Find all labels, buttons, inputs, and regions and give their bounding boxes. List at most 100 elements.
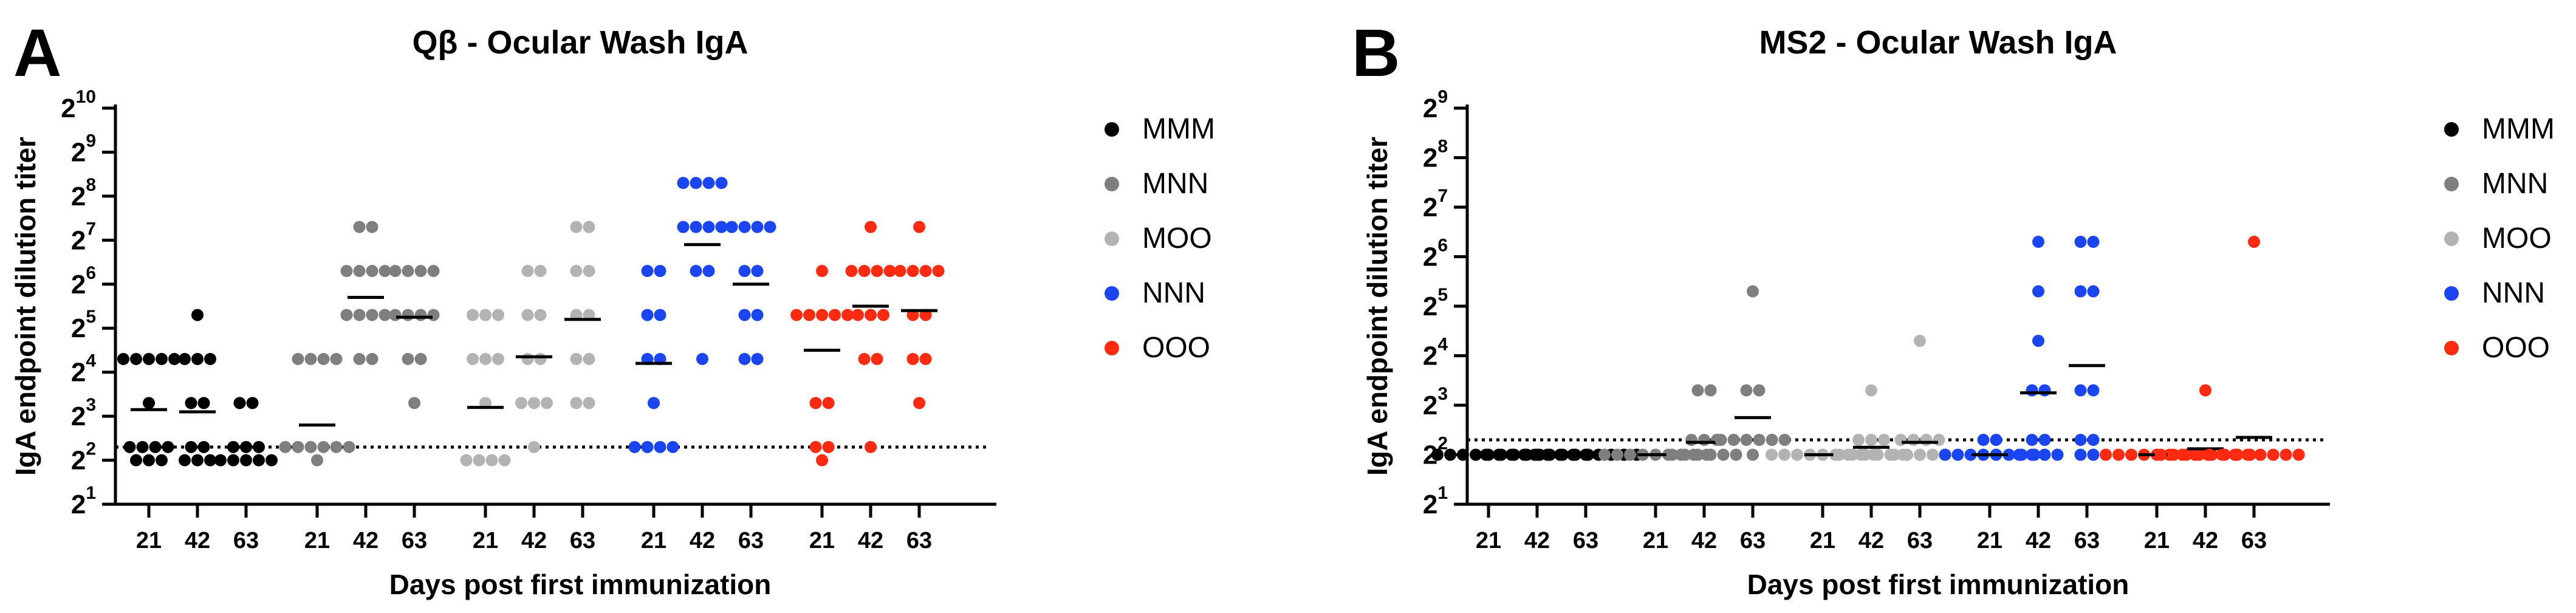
data-point-mnn-day42 — [353, 352, 366, 365]
data-point-mnn-day21 — [304, 352, 317, 365]
data-point-mmm-day63 — [1541, 448, 1553, 461]
y-tick-base: 2 — [1423, 193, 1437, 222]
data-point-nnn-day63 — [2074, 434, 2087, 447]
data-point-nnn-day21 — [1964, 448, 1977, 461]
data-point-mnn-day63 — [408, 397, 420, 409]
x-tick-label: 63 — [2074, 528, 2100, 553]
data-point-mmm-day42 — [185, 397, 197, 409]
data-point-moo-day42 — [1871, 448, 1884, 461]
x-tick-label: 63 — [402, 528, 427, 553]
data-point-nnn-day21 — [654, 265, 666, 278]
data-point-nnn-day42 — [2032, 236, 2044, 248]
data-point-moo-day42 — [534, 352, 547, 365]
data-point-moo-day42 — [1865, 384, 1877, 397]
data-point-nnn-day63 — [725, 221, 738, 233]
x-tick-label: 42 — [1524, 528, 1550, 553]
x-tick-label: 21 — [304, 528, 330, 553]
data-point-ooo-day21 — [809, 397, 822, 409]
data-point-moo-day21 — [479, 352, 492, 365]
data-point-mnn-day42 — [340, 265, 353, 278]
data-point-mnn-day63 — [1753, 434, 1766, 447]
y-tick-label: 26 — [71, 263, 96, 300]
y-tick-exponent: 7 — [86, 219, 96, 239]
data-point-mmm-day42 — [204, 454, 216, 467]
data-point-mnn-day42 — [1679, 448, 1691, 461]
data-point-mnn-day21 — [292, 440, 304, 453]
data-point-nnn-day63 — [751, 309, 764, 321]
legend-marker-mnn — [1105, 177, 1119, 191]
x-tick-label: 63 — [570, 528, 595, 553]
data-point-mmm-day63 — [240, 454, 252, 467]
data-point-nnn-day63 — [738, 309, 751, 321]
data-point-moo-day63 — [1920, 434, 1933, 447]
data-point-nnn-day21 — [641, 265, 654, 278]
data-point-mmm-day63 — [253, 454, 265, 467]
data-point-mnn-day42 — [366, 309, 379, 321]
data-point-nnn-day42 — [2038, 448, 2051, 461]
data-point-mnn-day63 — [1747, 448, 1759, 461]
data-point-nnn-day42 — [2032, 335, 2044, 348]
data-point-mnn-day63 — [414, 352, 427, 365]
y-tick-label: 27 — [1423, 186, 1448, 222]
y-tick-exponent: 10 — [76, 87, 96, 107]
data-point-mnn-day42 — [1730, 448, 1742, 461]
data-point-mnn-day42 — [340, 309, 353, 321]
legend-marker-mmm — [1105, 122, 1119, 137]
data-point-moo-day63 — [1914, 448, 1926, 461]
data-point-ooo-day63 — [2241, 448, 2254, 461]
x-tick-label: 21 — [473, 528, 498, 553]
data-point-ooo-day63 — [932, 265, 945, 278]
data-point-nnn-day63 — [2087, 285, 2100, 298]
data-point-mnn-day42 — [353, 265, 366, 278]
data-point-nnn-day63 — [738, 352, 751, 365]
data-point-nnn-day63 — [2074, 236, 2087, 248]
data-point-mmm-day63 — [265, 454, 278, 467]
x-tick-label: 63 — [1573, 528, 1598, 553]
data-point-nnn-day21 — [648, 397, 660, 409]
data-point-nnn-day21 — [641, 309, 654, 321]
data-point-mmm-day42 — [204, 352, 216, 365]
data-point-moo-day21 — [1791, 448, 1803, 461]
panel-letter: A — [13, 16, 61, 91]
y-tick-label: 21 — [71, 483, 96, 519]
y-tick-base: 2 — [71, 490, 86, 519]
data-point-moo-day21 — [492, 352, 504, 365]
data-point-mnn-day21 — [330, 352, 343, 365]
legend-marker-ooo — [1105, 341, 1119, 355]
data-point-nnn-day42 — [2026, 384, 2038, 397]
data-point-mnn-day63 — [414, 309, 427, 321]
chart-title: Qβ - Ocular Wash IgA — [412, 24, 748, 61]
legend-label-mmm: MMM — [1142, 113, 1215, 145]
data-point-nnn-day63 — [2074, 285, 2087, 298]
y-tick-label: 22 — [71, 439, 96, 476]
y-tick-base: 2 — [1423, 292, 1437, 321]
data-point-moo-day21 — [1778, 448, 1790, 461]
y-tick-exponent: 3 — [1437, 384, 1448, 404]
data-point-ooo-day63 — [894, 265, 906, 278]
data-point-ooo-day63 — [919, 352, 932, 365]
y-tick-label: 28 — [71, 175, 96, 211]
data-point-ooo-day42 — [865, 440, 877, 453]
data-point-nnn-day21 — [1977, 434, 1990, 447]
data-point-nnn-day63 — [2074, 384, 2087, 397]
y-tick-base: 2 — [71, 182, 86, 211]
data-point-nnn-day63 — [751, 352, 764, 365]
data-point-mnn-day21 — [330, 440, 343, 453]
data-point-moo-day42 — [1878, 434, 1890, 447]
data-point-mnn-day42 — [379, 265, 391, 278]
data-point-mnn-day63 — [402, 309, 414, 321]
data-point-ooo-day63 — [913, 397, 925, 409]
data-point-mmm-day42 — [197, 440, 210, 453]
data-point-mmm-day42 — [191, 309, 204, 321]
data-point-mnn-day42 — [353, 221, 366, 233]
data-point-mmm-day21 — [143, 454, 155, 467]
x-tick-label: 42 — [521, 528, 547, 553]
data-point-mmm-day63 — [233, 397, 246, 409]
data-point-ooo-day63 — [2228, 448, 2241, 461]
y-tick-exponent: 9 — [86, 131, 96, 151]
data-point-mmm-day21 — [162, 440, 174, 453]
data-point-nnn-day21 — [1951, 448, 1964, 461]
x-tick-label: 42 — [185, 528, 210, 553]
x-tick-label: 63 — [2241, 528, 2267, 553]
